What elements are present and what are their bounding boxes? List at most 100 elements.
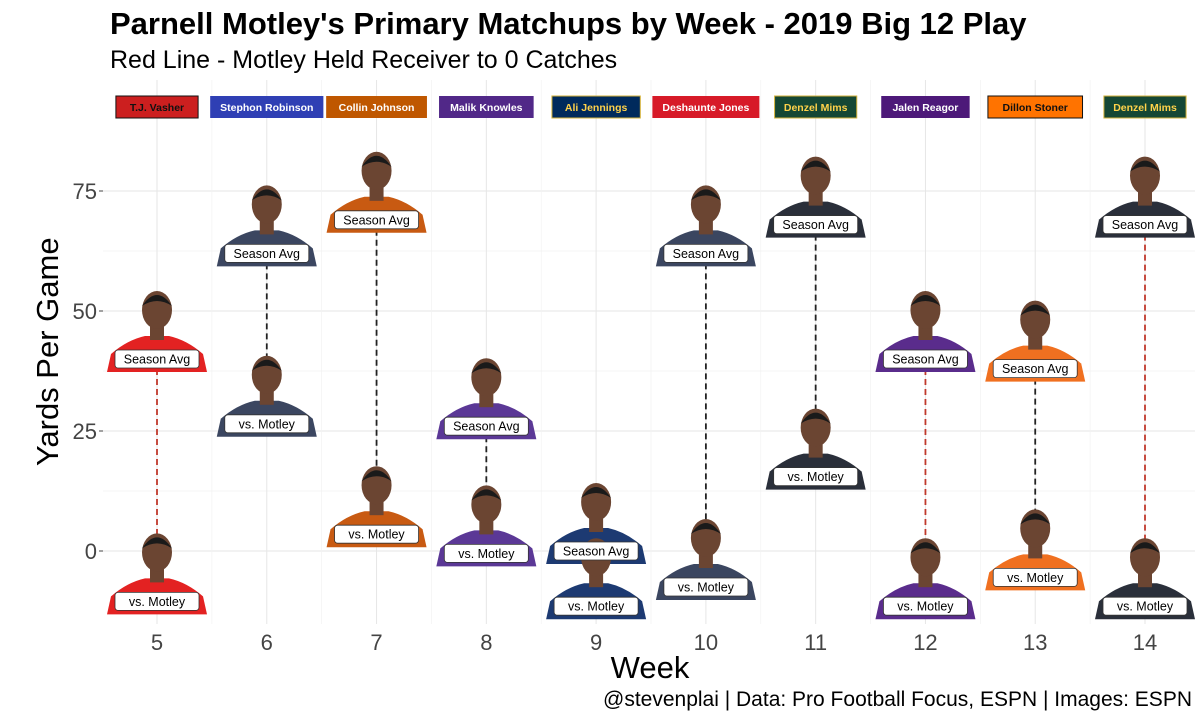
hair — [471, 489, 502, 501]
season-avg-label: Season Avg — [992, 359, 1078, 379]
badge-box — [210, 96, 324, 118]
point-label-box — [334, 210, 419, 230]
chart-subtitle: Red Line - Motley Held Receiver to 0 Cat… — [110, 46, 618, 74]
season-avg-label: Season Avg — [883, 349, 968, 369]
vs-motley-label: vs. Motley — [553, 596, 639, 616]
x-tick-label: 8 — [480, 630, 492, 655]
badge-box — [551, 95, 641, 119]
point-label-box — [553, 541, 639, 561]
badge-box — [652, 96, 760, 118]
receiver-name: T.J. Vasher — [130, 102, 184, 114]
point-label: Season Avg — [673, 247, 740, 261]
point-label: vs. Motley — [678, 581, 735, 595]
neck — [808, 191, 823, 206]
point-label: Season Avg — [1112, 218, 1179, 232]
x-tick-label: 13 — [1023, 630, 1047, 655]
season-avg-label: Season Avg — [443, 416, 529, 436]
point-label-box — [114, 349, 200, 369]
point-label: Season Avg — [124, 353, 191, 367]
point-label: vs. Motley — [1007, 571, 1064, 585]
point-label: vs. Motley — [568, 600, 625, 614]
receiver-name: Denzel Mims — [784, 102, 848, 114]
hair — [251, 359, 282, 371]
hair — [142, 537, 172, 549]
point-label: vs. Motley — [788, 470, 845, 484]
point-label-box — [443, 416, 529, 436]
hair — [1130, 542, 1160, 554]
neck — [698, 554, 713, 568]
vs-motley-label: vs. Motley — [773, 467, 859, 487]
point-label: Season Avg — [234, 247, 301, 261]
receiver-name: Collin Johnson — [339, 102, 415, 114]
vs-motley-label: vs. Motley — [114, 592, 200, 611]
receiver-name-badge: Deshaunte Jones — [652, 96, 760, 118]
source-caption: @stevenplai | Data: Pro Football Focus, … — [603, 688, 1192, 711]
x-axis-label: Week — [610, 650, 690, 685]
receiver-name: Malik Knowles — [450, 102, 523, 114]
hair — [800, 412, 831, 424]
vs-motley-label: vs. Motley — [1102, 596, 1188, 616]
hair — [581, 487, 612, 498]
point-label-box — [334, 524, 419, 544]
neck — [259, 220, 274, 235]
y-tick-label: 0 — [85, 539, 97, 564]
x-tick-label: 7 — [370, 630, 382, 655]
point-label-box — [114, 592, 200, 611]
vs-motley-label: vs. Motley — [992, 568, 1078, 587]
y-tick-label: 50 — [73, 299, 97, 324]
x-tick-label: 11 — [804, 630, 827, 655]
x-tick-label: 6 — [261, 630, 273, 655]
hair — [251, 189, 282, 201]
point-label-box — [1102, 215, 1188, 235]
point-label-box — [224, 414, 310, 434]
receiver-name: Jalen Reagor — [892, 102, 958, 114]
point-label-box — [663, 577, 749, 597]
point-label: vs. Motley — [1117, 600, 1174, 614]
x-tick-label: 9 — [590, 630, 602, 655]
hair — [1020, 304, 1051, 316]
point-label: vs. Motley — [129, 595, 186, 609]
grid-lines — [103, 80, 1195, 624]
neck — [369, 186, 384, 201]
point-label-box — [553, 596, 639, 616]
hair — [361, 470, 392, 482]
hair — [1130, 160, 1160, 172]
neck — [589, 518, 604, 532]
receiver-name-badge: T.J. Vasher — [115, 95, 199, 119]
badge-box — [115, 95, 199, 119]
receiver-name: Stephon Robinson — [220, 102, 313, 114]
neck — [918, 573, 933, 588]
badge-box — [439, 96, 534, 118]
point-label-box — [773, 215, 859, 235]
point-label: vs. Motley — [239, 417, 296, 431]
neck — [369, 501, 384, 516]
hair — [690, 523, 721, 534]
point-label: vs. Motley — [458, 547, 515, 561]
badge-box — [774, 95, 858, 119]
hair — [800, 160, 831, 172]
neck — [150, 568, 164, 583]
season-avg-label: Season Avg — [224, 243, 310, 263]
hair — [690, 189, 721, 201]
point-label-box — [883, 349, 968, 369]
x-tick-label: 12 — [913, 630, 937, 655]
point-label-box — [992, 568, 1078, 587]
receiver-name-badge: Denzel Mims — [1103, 95, 1187, 119]
season-avg-label: Season Avg — [334, 210, 419, 230]
receiver-name-badge: Ali Jennings — [551, 95, 641, 119]
receiver-name-badge: Malik Knowles — [439, 96, 534, 118]
x-tick-label: 10 — [694, 630, 718, 655]
neck — [150, 326, 164, 340]
vs-motley-label: vs. Motley — [663, 577, 749, 597]
neck — [259, 390, 274, 405]
point-label-box — [992, 359, 1078, 379]
badge-box — [1103, 95, 1187, 119]
point-label-box — [773, 467, 859, 487]
receiver-name-badge: Denzel Mims — [774, 95, 858, 119]
neck — [479, 520, 494, 535]
season-avg-label: Season Avg — [114, 349, 200, 369]
point-label: Season Avg — [782, 218, 849, 232]
badge-box — [326, 96, 427, 118]
receiver-name-badge: Collin Johnson — [326, 96, 427, 118]
vs-motley-label: vs. Motley — [224, 414, 310, 434]
